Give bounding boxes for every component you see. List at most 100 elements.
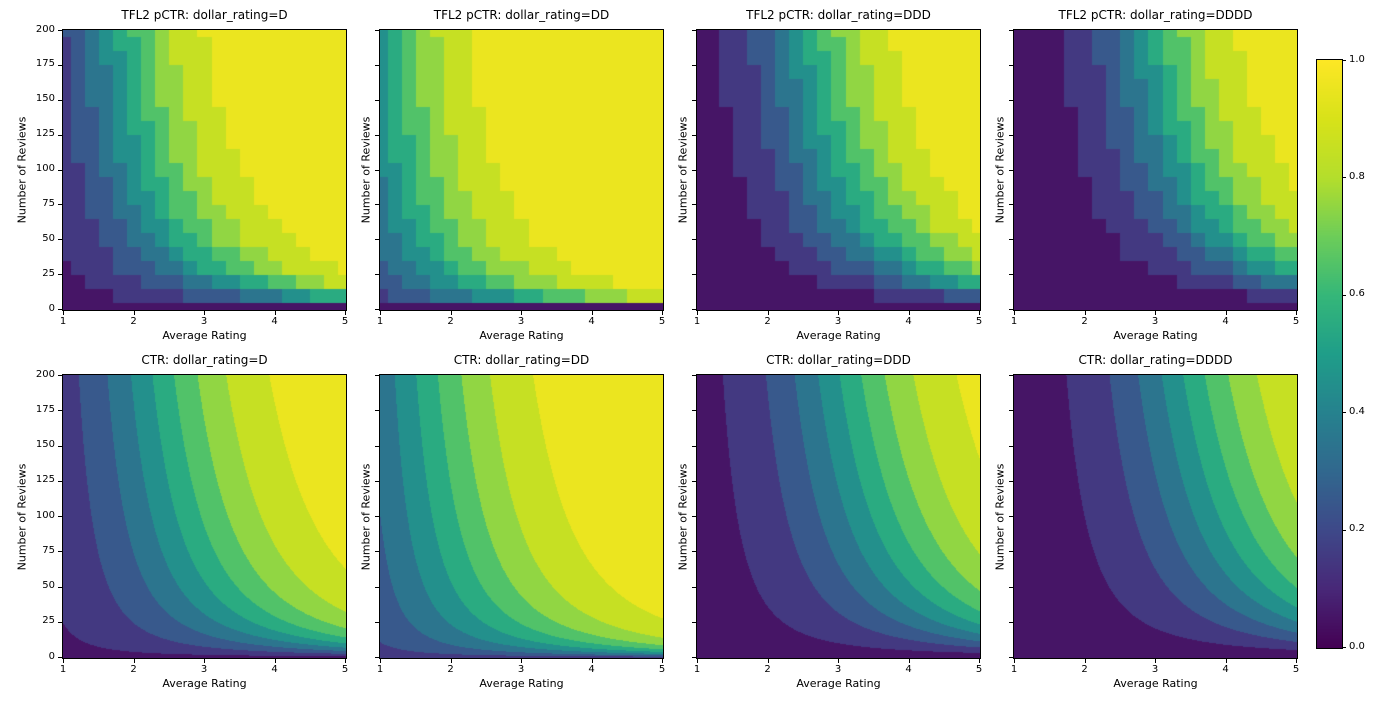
colorbar-tick-label: 0.2 <box>1349 523 1365 535</box>
x-tick-label: 5 <box>1292 664 1300 675</box>
contour-plot-canvas <box>62 29 347 311</box>
x-tick-label: 3 <box>517 316 525 327</box>
subplot-ctr-DDD: CTR: dollar_rating=DDD Number of Reviews… <box>677 353 983 690</box>
x-tick-mark <box>838 659 839 663</box>
x-tick-label: 1 <box>376 316 384 327</box>
x-tick-mark <box>908 659 910 663</box>
contour-plot-canvas <box>696 29 981 311</box>
x-tick-mark <box>979 659 980 663</box>
y-tick-mark <box>1009 64 1013 66</box>
colorbar-tick-label: 0.8 <box>1349 170 1365 182</box>
x-tick-label: 2 <box>1081 664 1088 675</box>
x-tick-label: 4 <box>905 316 912 327</box>
y-axis-label: Number of Reviews <box>993 116 1007 224</box>
x-tick-label: 4 <box>905 664 912 675</box>
y-tick-mark <box>1009 657 1013 658</box>
contour-plot-canvas <box>379 29 664 311</box>
y-tick-mark <box>692 410 696 412</box>
x-axis-label: Average Rating <box>1113 329 1198 342</box>
subplot-pctr-DD: TFL2 pCTR: dollar_rating=DD Number of Re… <box>360 8 666 342</box>
y-tick-mark <box>1009 309 1013 310</box>
x-tick-mark <box>1296 311 1297 315</box>
y-axis-label: Number of Reviews <box>676 463 690 570</box>
y-tick-mark <box>375 169 379 171</box>
x-tick-mark <box>450 311 452 315</box>
colorbar-tick-mark <box>1342 647 1346 648</box>
y-tick-mark <box>58 30 62 31</box>
x-tick-label: 2 <box>447 664 454 675</box>
y-tick-label: 175 <box>35 403 55 415</box>
x-axis-label: Average Rating <box>479 677 564 690</box>
x-tick-mark <box>1225 311 1227 315</box>
x-tick-label: 5 <box>658 664 666 675</box>
x-tick-mark <box>521 659 522 663</box>
y-tick-mark <box>1009 480 1013 482</box>
y-tick-label: 0 <box>48 302 55 314</box>
x-tick-label: 1 <box>1010 664 1018 675</box>
y-tick-label: 125 <box>35 128 55 140</box>
x-tick-label: 2 <box>130 316 137 327</box>
subplot-ctr-DDDD: CTR: dollar_rating=DDDD Number of Review… <box>994 353 1300 690</box>
y-axis-label: Number of Reviews <box>359 463 373 570</box>
colorbar-tick-label: 0.6 <box>1349 288 1365 300</box>
x-tick-mark <box>380 659 381 663</box>
y-tick-mark <box>692 586 696 588</box>
y-tick-mark <box>692 480 696 482</box>
y-tick-label: 75 <box>42 197 55 209</box>
x-tick-mark <box>1014 311 1015 315</box>
subplot-ctr-DD: CTR: dollar_rating=DD Number of Reviews … <box>360 353 666 690</box>
y-tick-mark <box>1009 621 1013 623</box>
y-tick-mark <box>692 516 696 517</box>
subplot-pctr-D: TFL2 pCTR: dollar_rating=D Number of Rev… <box>16 8 349 342</box>
y-tick-mark <box>375 516 379 517</box>
y-tick-mark <box>58 169 62 171</box>
y-tick-mark <box>375 30 379 31</box>
x-tick-mark <box>662 311 663 315</box>
x-tick-mark <box>767 659 769 663</box>
x-tick-label: 5 <box>658 316 666 327</box>
x-tick-mark <box>345 659 346 663</box>
x-tick-label: 1 <box>693 664 701 675</box>
y-tick-mark <box>692 375 696 376</box>
contour-plot-canvas <box>62 374 347 659</box>
x-tick-mark <box>450 659 452 663</box>
x-tick-label: 4 <box>588 664 595 675</box>
y-tick-mark <box>58 516 62 517</box>
y-tick-label: 150 <box>35 439 55 450</box>
x-tick-mark <box>1084 659 1086 663</box>
x-axis-label: Average Rating <box>162 329 247 342</box>
y-tick-mark <box>375 551 379 553</box>
y-tick-label: 25 <box>42 267 55 279</box>
x-tick-label: 4 <box>588 316 595 327</box>
y-tick-mark <box>375 309 379 310</box>
x-tick-label: 4 <box>271 664 278 675</box>
y-axis-label: Number of Reviews <box>993 463 1007 570</box>
y-tick-mark <box>692 274 696 276</box>
y-tick-mark <box>58 375 62 376</box>
y-tick-mark <box>375 657 379 658</box>
y-tick-mark <box>692 64 696 66</box>
y-tick-mark <box>375 274 379 276</box>
y-tick-mark <box>375 586 379 588</box>
y-tick-mark <box>58 274 62 276</box>
x-tick-label: 5 <box>341 664 349 675</box>
plot-title: CTR: dollar_rating=DD <box>453 353 590 367</box>
y-tick-label: 75 <box>42 544 55 556</box>
colorbar-tick-mark <box>1342 529 1346 531</box>
y-tick-mark <box>58 586 62 588</box>
colorbar-tick-label: 0.0 <box>1349 640 1365 652</box>
plot-title: TFL2 pCTR: dollar_rating=DD <box>433 8 610 22</box>
y-tick-mark <box>692 551 696 553</box>
y-tick-mark <box>1009 445 1013 447</box>
y-tick-label: 25 <box>42 615 55 627</box>
x-tick-label: 1 <box>693 316 701 327</box>
x-tick-mark <box>908 311 910 315</box>
y-tick-mark <box>375 445 379 447</box>
x-tick-mark <box>591 311 593 315</box>
y-tick-mark <box>692 621 696 623</box>
y-tick-label: 200 <box>35 23 55 35</box>
x-tick-mark <box>1155 659 1156 663</box>
x-tick-label: 5 <box>1292 316 1300 327</box>
y-tick-mark <box>1009 30 1013 31</box>
x-tick-mark <box>345 311 346 315</box>
